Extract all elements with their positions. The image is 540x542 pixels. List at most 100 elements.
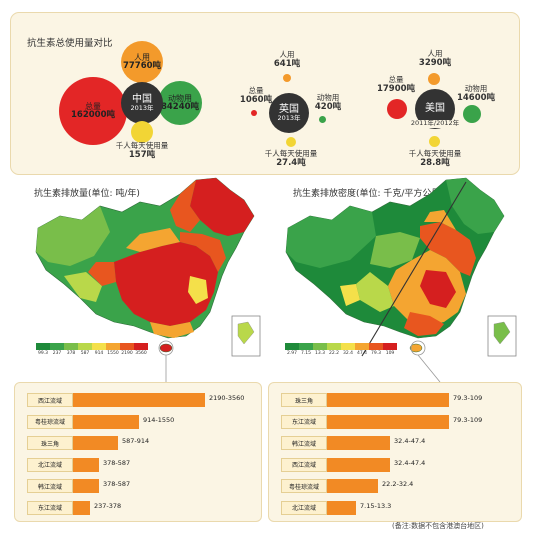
uk-total-value: 1060吨 [239,95,273,105]
left-basin-bars-panel: 西江流域 2190-3560 粤桂琼流域 914-1550 珠三角 587-914 北江流域… [14,382,262,522]
right-bar-row: 粤桂琼流域 22.2-32.4 [281,479,523,493]
left-range-bar [73,414,139,429]
hu-line [361,181,467,357]
left-basin-name: 珠三角 [27,436,73,450]
right-legend-label: 47.4 [356,351,368,356]
uk-total-label: 总量 [248,86,264,95]
usa-human: 人用 3290吨 [415,49,455,68]
right-legend-swatch-3 [327,343,341,350]
usa-daily-label: 千人每天使用量 [408,149,462,158]
right-legend-label: 13.3 [314,351,326,356]
china-center-circle: 中国 2013年 [121,82,163,124]
left-range-bar [73,457,99,472]
uk-human: 人用 641吨 [269,50,305,69]
left-legend-swatch-1 [50,343,64,350]
right-basin-name: 韩江流域 [281,436,327,450]
china-human-label: 人用 [134,52,150,62]
uk-center-circle: 英国 2013年 [269,93,309,133]
china-human-value: 77760吨 [122,60,162,71]
left-bar-row: 珠三角 587-914 [27,436,279,450]
china-animal-circle: 动物用 84240吨 [158,81,202,125]
right-legend-swatch-2 [313,343,327,350]
china-daily-label: 千人每天使用量 [115,141,169,150]
left-legend-label: 914 [94,351,104,356]
right-range-bar [327,414,449,429]
right-range-value: 22.2-32.4 [382,480,414,488]
uk-daily-value: 27.4吨 [276,158,306,168]
right-range-value: 7.15-13.3 [360,501,392,510]
right-range-bar [327,457,390,472]
right-bar-row: 西江流域 32.4-47.4 [281,457,523,472]
footnote: (备注:数据不包含港澳台地区) [392,522,484,530]
left-legend-swatch-0 [36,343,50,350]
usa-name: 美国 [425,103,445,115]
right-density-map [285,177,517,357]
left-legend-swatch-4 [92,343,106,350]
comparison-title: 抗生素总使用量对比 [27,38,113,49]
left-legend-label: 237 [52,351,62,356]
right-basin-name: 北江流域 [281,500,327,515]
left-legend-swatch-3 [78,343,92,350]
uk-animal-dot [319,116,326,123]
left-legend-label: 587 [80,351,90,356]
left-emission-map [35,177,261,357]
right-range-value: 79.3-109 [453,394,483,402]
right-legend-swatch-7 [383,343,397,350]
left-basin-name: 北江流域 [27,457,73,472]
usa-human-label: 人用 [427,49,443,58]
left-basin-name: 粤桂琼流域 [27,414,73,429]
uk-animal-label: 动物用 [316,93,340,102]
usa-daily-value: 28.8吨 [420,158,450,168]
left-map-legend [36,343,148,350]
china-daily-value: 157吨 [128,150,156,160]
usa-animal-value: 14600吨 [456,93,496,103]
uk-year: 2013年 [277,114,301,123]
left-range-bar [73,393,205,407]
uk-animal: 动物用 420吨 [307,93,349,112]
uk-daily-label: 千人每天使用量 [264,149,318,158]
usa-animal: 动物用 14600吨 [453,84,499,103]
china-name: 中国 [132,93,152,105]
right-basin-name: 珠三角 [281,393,327,407]
left-range-value: 2190-3560 [209,394,245,402]
right-legend-swatch-4 [341,343,355,350]
right-basin-name: 西江流域 [281,457,327,472]
china-human-circle: 人用 77760吨 [121,41,163,83]
left-bar-row: 西江流域 2190-3560 [27,393,279,407]
china-daily: 千人每天使用量 157吨 [111,141,173,160]
uk-human-dot [283,74,291,82]
usa-animal-label: 动物用 [464,84,488,93]
china-animal-value: 84240吨 [160,101,200,112]
uk-daily-dot [286,137,296,147]
right-range-bar [327,436,390,450]
left-legend-labels: 99.3 237 378 587 914 1550 2190 3560 [36,351,148,356]
left-legend-label: 2190 [121,351,133,356]
left-map-title: 抗生素排放量(单位: 吨/年) [34,189,140,199]
left-basin-name: 东江流域 [27,500,73,515]
left-basin-name: 韩江流域 [27,479,73,493]
right-map-title: 抗生素排放密度(单位: 千克/平方公里·年) [293,189,456,199]
right-legend-swatch-0 [285,343,299,350]
right-bar-row: 韩江流域 32.4-47.4 [281,436,523,450]
right-map-legend [285,343,397,350]
right-legend-swatch-1 [299,343,313,350]
left-range-value: 378-587 [103,480,131,488]
right-range-bar [327,393,449,407]
usa-human-value: 3290吨 [418,58,452,68]
left-legend-swatch-6 [120,343,134,350]
left-bar-row: 粤桂琼流域 914-1550 [27,414,279,429]
left-range-bar [73,479,99,493]
china-total-value: 162000吨 [71,109,115,120]
left-range-bar [73,500,90,515]
china-total-label: 总量 [85,101,101,111]
right-legend-label: 32.4 [342,351,354,356]
usa-total: 总量 17900吨 [375,75,417,94]
usa-animal-dot [463,105,481,123]
usa-year: 2011年/2012年 [405,119,465,128]
right-legend-swatch-6 [369,343,383,350]
left-legend-swatch-2 [64,343,78,350]
right-basin-bars-panel: 珠三角 79.3-109 东江流域 79.3-109 韩江流域 32.4-47.4 西江流域… [268,382,522,522]
left-legend-label: 3560 [135,351,147,356]
right-legend-swatch-5 [355,343,369,350]
